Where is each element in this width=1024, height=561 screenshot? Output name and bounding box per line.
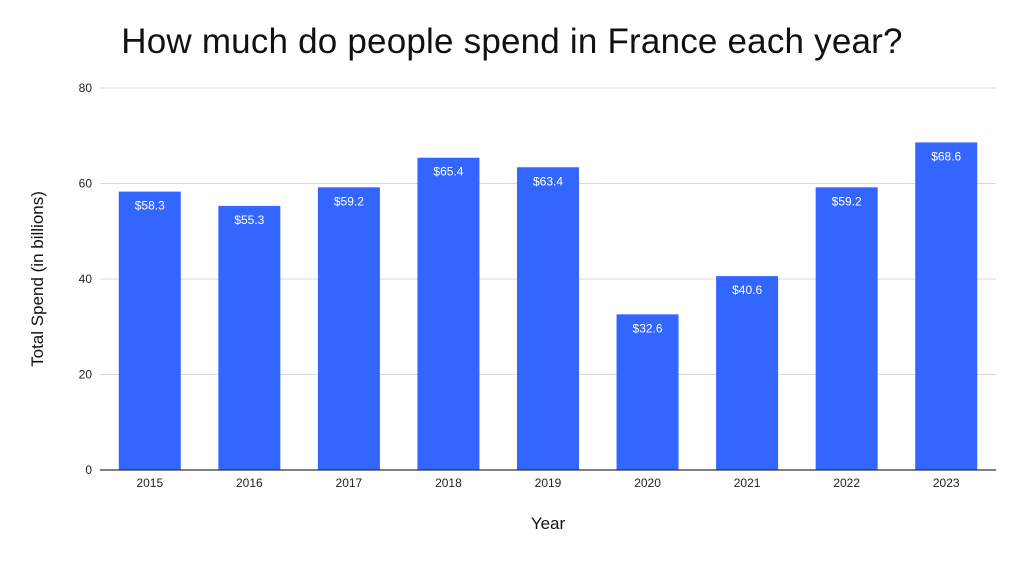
data-labels: $58.3 $55.3 $59.2 $65.4 $63.4 $32.6 $40.6 $59.2… <box>135 149 962 335</box>
x-axis-title: Year <box>531 514 566 533</box>
data-label-2021: $40.6 <box>732 283 762 297</box>
data-label-2019: $63.4 <box>533 174 563 188</box>
y-tick-label: 0 <box>85 463 92 477</box>
chart-title: How much do people spend in France each … <box>121 22 903 61</box>
data-label-2016: $55.3 <box>234 213 264 227</box>
bar-2017 <box>317 187 380 470</box>
x-tick-label: 2015 <box>136 476 163 490</box>
x-tick-label: 2020 <box>634 476 661 490</box>
data-label-2015: $58.3 <box>135 199 165 213</box>
y-tick-label: 40 <box>79 272 93 286</box>
data-label-2020: $32.6 <box>633 321 663 335</box>
bar-2016 <box>218 205 281 470</box>
x-tick-label: 2017 <box>336 476 363 490</box>
bar-2023 <box>915 142 978 470</box>
x-tick-label: 2023 <box>933 476 960 490</box>
x-tick-label: 2019 <box>535 476 562 490</box>
bar-2021 <box>716 276 779 470</box>
y-tick-label: 20 <box>79 368 93 382</box>
bar-2015 <box>118 191 181 470</box>
x-tick-label: 2018 <box>435 476 462 490</box>
x-tick-label: 2021 <box>734 476 761 490</box>
y-axis-ticks: 0 20 40 60 80 <box>79 81 93 477</box>
data-label-2017: $59.2 <box>334 194 364 208</box>
bar-2018 <box>417 157 480 470</box>
y-tick-label: 60 <box>79 177 93 191</box>
bar-2022 <box>815 187 878 470</box>
x-axis-ticks: 2015 2016 2017 2018 2019 2020 2021 2022 2023 <box>136 476 959 490</box>
y-tick-label: 80 <box>79 81 93 95</box>
data-label-2018: $65.4 <box>433 165 463 179</box>
bars <box>118 142 978 470</box>
x-tick-label: 2016 <box>236 476 263 490</box>
y-axis-title: Total Spend (in billions) <box>28 191 47 367</box>
bar-2020 <box>616 314 679 470</box>
data-label-2023: $68.6 <box>931 149 961 163</box>
x-tick-label: 2022 <box>833 476 860 490</box>
bar-2019 <box>517 167 579 470</box>
data-label-2022: $59.2 <box>832 194 862 208</box>
